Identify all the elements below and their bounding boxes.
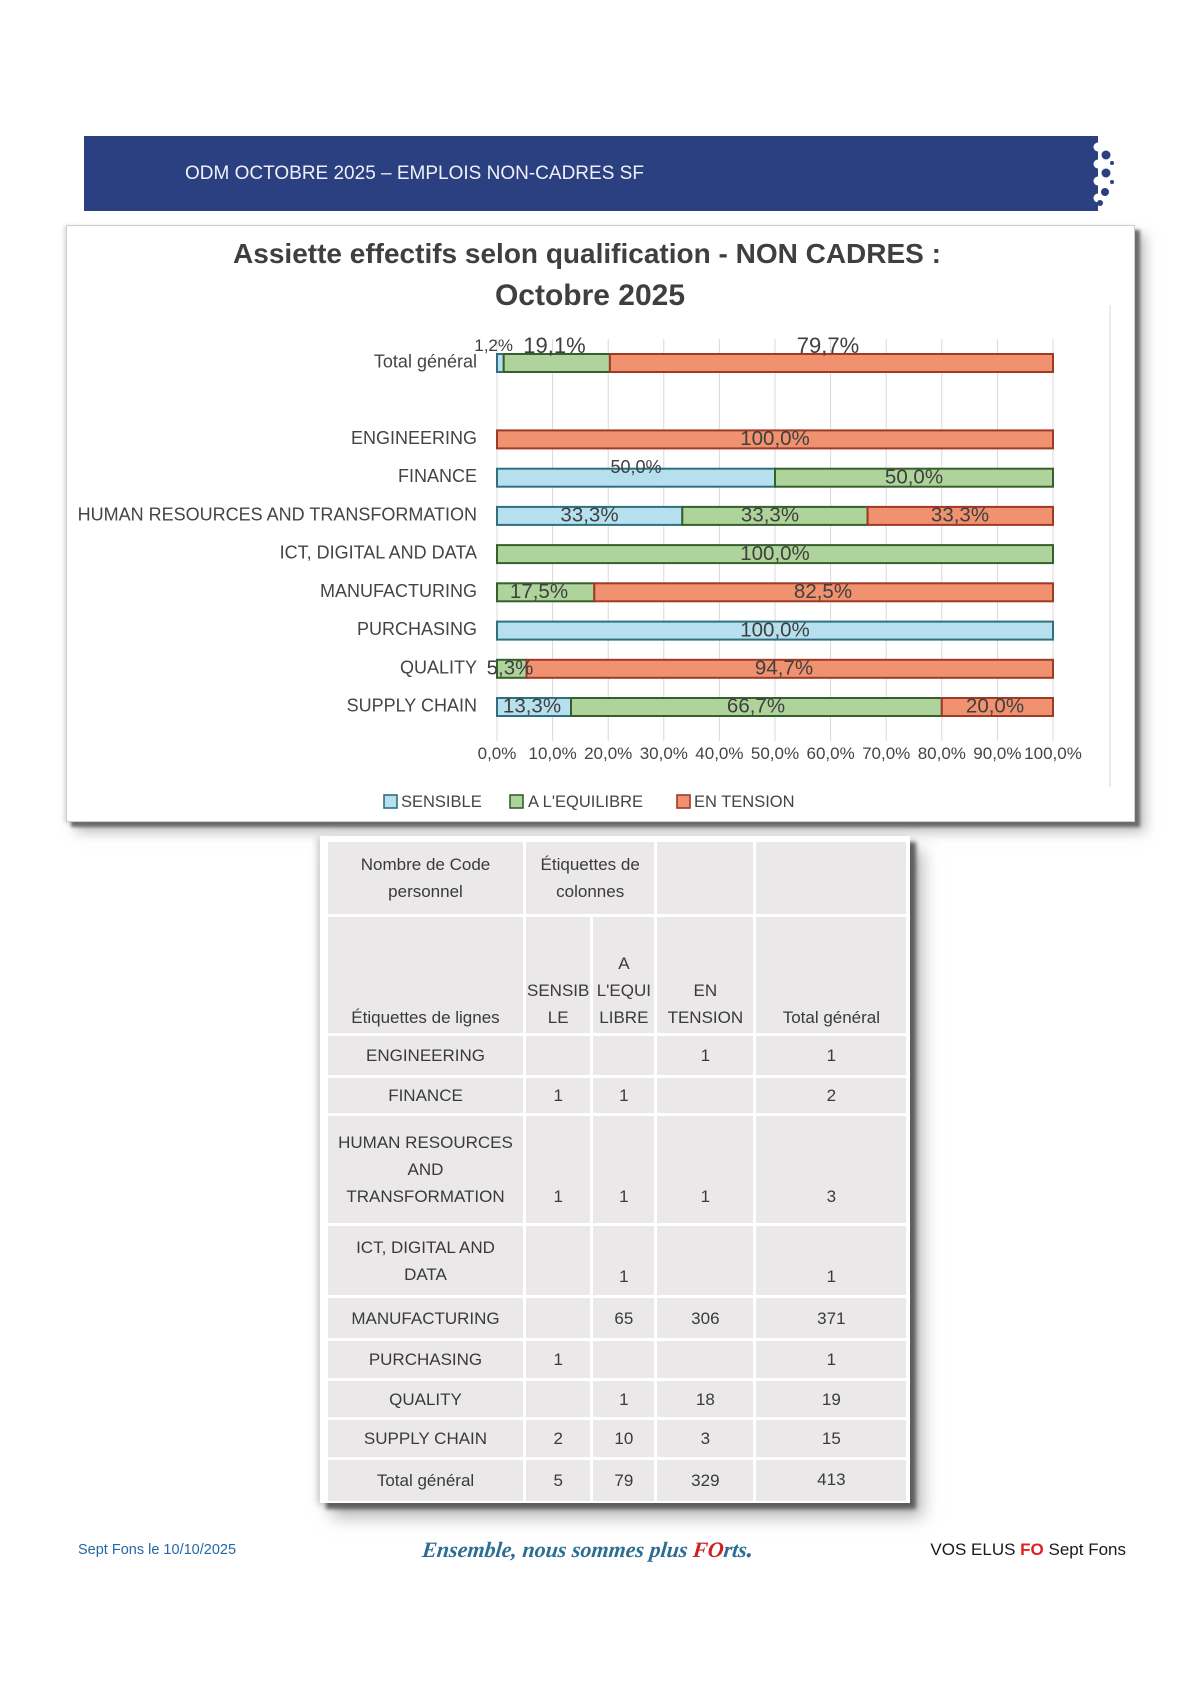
svg-text:Total général: Total général (374, 352, 477, 372)
svg-text:19,1%: 19,1% (523, 333, 585, 358)
svg-text:Assiette effectifs selon quali: Assiette effectifs selon qualification -… (233, 238, 941, 269)
svg-text:80,0%: 80,0% (918, 744, 966, 763)
svg-text:20,0%: 20,0% (966, 695, 1024, 718)
svg-text:50,0%: 50,0% (751, 744, 799, 763)
svg-text:EN TENSION: EN TENSION (694, 793, 795, 811)
svg-text:82,5%: 82,5% (794, 580, 852, 603)
svg-text:100,0%: 100,0% (740, 542, 810, 565)
svg-text:33,3%: 33,3% (741, 504, 799, 527)
svg-text:1,2%: 1,2% (474, 336, 513, 355)
svg-text:30,0%: 30,0% (640, 744, 688, 763)
svg-text:HUMAN RESOURCES AND TRANSFORMA: HUMAN RESOURCES AND TRANSFORMATION (78, 505, 477, 525)
svg-text:50,0%: 50,0% (610, 457, 661, 477)
svg-text:40,0%: 40,0% (695, 744, 743, 763)
svg-text:ICT, DIGITAL AND DATA: ICT, DIGITAL AND DATA (280, 543, 477, 563)
svg-text:33,3%: 33,3% (560, 504, 618, 527)
svg-text:PURCHASING: PURCHASING (357, 619, 477, 639)
svg-text:100,0%: 100,0% (1024, 744, 1082, 763)
svg-text:MANUFACTURING: MANUFACTURING (320, 581, 477, 601)
svg-text:A L'EQUILIBRE: A L'EQUILIBRE (528, 793, 643, 811)
svg-text:100,0%: 100,0% (740, 618, 810, 641)
svg-text:70,0%: 70,0% (862, 744, 910, 763)
svg-text:60,0%: 60,0% (806, 744, 854, 763)
svg-text:FINANCE: FINANCE (398, 466, 477, 486)
svg-text:100,0%: 100,0% (740, 427, 810, 450)
svg-text:SUPPLY CHAIN: SUPPLY CHAIN (347, 696, 477, 716)
svg-text:79,7%: 79,7% (797, 333, 859, 358)
svg-text:0,0%: 0,0% (478, 744, 517, 763)
svg-text:33,3%: 33,3% (931, 504, 989, 527)
svg-text:13,3%: 13,3% (503, 695, 561, 718)
svg-text:50,0%: 50,0% (885, 466, 943, 489)
svg-text:66,7%: 66,7% (727, 695, 785, 718)
svg-text:94,7%: 94,7% (755, 657, 813, 680)
svg-text:5,3%: 5,3% (487, 657, 534, 680)
svg-text:Octobre 2025: Octobre 2025 (495, 279, 685, 312)
svg-text:17,5%: 17,5% (510, 580, 568, 603)
svg-text:ENGINEERING: ENGINEERING (351, 428, 477, 448)
svg-text:QUALITY: QUALITY (400, 657, 477, 677)
svg-text:90,0%: 90,0% (973, 744, 1021, 763)
svg-text:SENSIBLE: SENSIBLE (401, 793, 482, 811)
svg-text:20,0%: 20,0% (584, 744, 632, 763)
svg-text:10,0%: 10,0% (528, 744, 576, 763)
